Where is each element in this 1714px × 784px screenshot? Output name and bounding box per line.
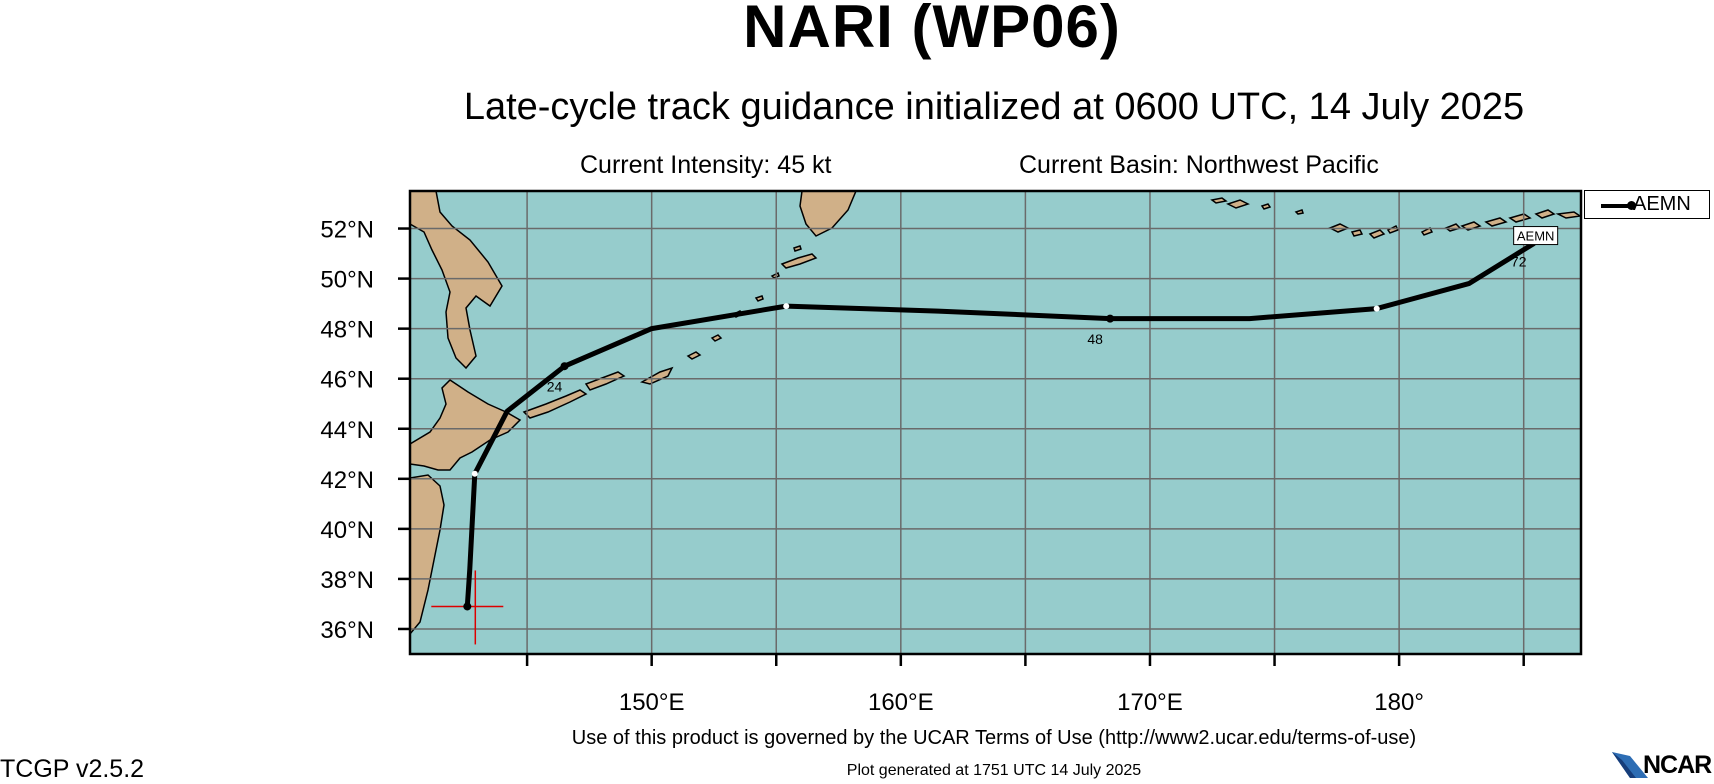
lat-label-50: 50°N: [320, 267, 374, 294]
track-markers: [463, 303, 1380, 611]
lat-label-46: 46°N: [320, 367, 374, 394]
terms-of-use-text: Use of this product is governed by the U…: [571, 727, 1417, 749]
lon-label-180: 180°: [1374, 689, 1424, 716]
lon-label-170: 170°E: [1117, 689, 1183, 716]
land-layer: [410, 191, 1581, 636]
hour-label-24: 24: [547, 379, 563, 395]
map-frame: [408, 189, 1583, 656]
track-line-aemn: [464, 241, 1537, 609]
ncar-logo: NCAR: [1610, 750, 1714, 780]
ocean-area: [410, 191, 1581, 654]
axis-ticks: [398, 227, 1525, 666]
lon-label-160: 160°E: [868, 689, 934, 716]
page-title: NARI (WP06): [743, 0, 1121, 60]
end-label-box: [1513, 226, 1559, 246]
track-end-label: AEMN: [1513, 226, 1559, 246]
version-label: TCGP v2.5.2: [0, 755, 145, 783]
lon-label-150: 150°E: [619, 689, 685, 716]
land-sakhalin: [410, 191, 503, 370]
lat-label-52: 52°N: [320, 217, 374, 244]
legend: AEMN: [1584, 190, 1710, 219]
land-hokkaido: [410, 379, 522, 471]
plot-generated-text: Plot generated at 1751 UTC 14 July 2025: [846, 762, 1142, 779]
track-marker-2: [783, 303, 790, 310]
lat-label-44: 44°N: [320, 417, 374, 444]
lat-label-42: 42°N: [320, 467, 374, 494]
latitude-labels: 52°N 50°N 48°N 46°N 44°N 42°N 40°N 38°N 36°N: [320, 217, 374, 644]
legend-dot-swatch: [1627, 201, 1636, 210]
end-label-text: AEMN: [1517, 229, 1555, 244]
legend-label: AEMN: [1633, 193, 1691, 215]
land-kamchatka: [799, 191, 857, 237]
lat-label-48: 48°N: [320, 317, 374, 344]
page-subtitle: Late-cycle track guidance initialized at…: [463, 86, 1525, 128]
hour-label-48: 48: [1087, 331, 1103, 347]
forecast-hour-labels: 24 48 72: [547, 254, 1527, 395]
track-start-point: [463, 602, 472, 611]
land-honshu: [410, 474, 445, 636]
track-marker-1: [560, 362, 569, 371]
land-aleutian-islands: [1210, 197, 1581, 239]
legend-line-swatch: [1601, 204, 1631, 208]
lat-label-40: 40°N: [320, 517, 374, 544]
track-marker-0: [471, 470, 478, 477]
track-marker-4: [1373, 305, 1380, 312]
ncar-logo-icon: [1612, 752, 1648, 778]
hour-label-72: 72: [1511, 254, 1527, 270]
ncar-logo-text: NCAR: [1643, 751, 1712, 779]
lat-label-36: 36°N: [320, 617, 374, 644]
lat-label-38: 38°N: [320, 567, 374, 594]
longitude-labels: 150°E 160°E 170°E 180°: [619, 689, 1424, 716]
current-basin: Current Basin: Northwest Pacific: [1019, 151, 1379, 179]
land-kuril-islands: [522, 245, 818, 419]
track-marker-3: [1106, 314, 1115, 323]
current-intensity: Current Intensity: 45 kt: [580, 151, 832, 179]
map-grid: [410, 191, 1581, 654]
